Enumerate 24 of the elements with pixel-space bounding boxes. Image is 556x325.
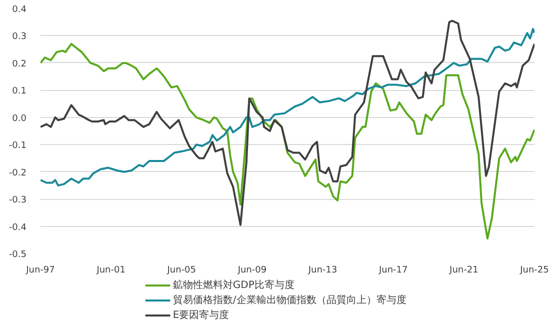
y-tick-label: 0.4 bbox=[12, 5, 27, 15]
y-tick-label: -0.4 bbox=[8, 222, 27, 233]
legend-label: 鉱物性燃料対GDP比寄与度 bbox=[172, 279, 294, 291]
y-tick-label: -0.1 bbox=[8, 141, 26, 152]
line-series bbox=[40, 28, 534, 186]
x-tick-label: Jun-97 bbox=[25, 266, 55, 276]
y-tick-label: -0.5 bbox=[8, 250, 26, 260]
y-tick-label: -0.2 bbox=[8, 168, 26, 178]
y-tick-label: 0.1 bbox=[12, 86, 27, 97]
line-series bbox=[40, 20, 534, 226]
line-series bbox=[40, 42, 534, 240]
y-tick-label: -0.3 bbox=[8, 196, 26, 206]
x-tick-label: Jun-17 bbox=[378, 266, 408, 276]
y-tick-label: 0.0 bbox=[12, 114, 27, 124]
legend-label: 貿易価格指数/企業輸出物価指数（品質向上）寄与度 bbox=[172, 294, 406, 306]
x-tick-label: Jun-01 bbox=[96, 266, 126, 276]
x-tick-label: Jun-05 bbox=[166, 266, 196, 276]
y-tick-label: 0.2 bbox=[12, 59, 27, 70]
legend-label: E要因寄与度 bbox=[172, 309, 230, 321]
x-tick-label: Jun-21 bbox=[448, 266, 478, 276]
x-tick-label: Jun-13 bbox=[307, 266, 338, 276]
x-tick-label: Jun-25 bbox=[519, 266, 549, 276]
y-tick-label: 0.3 bbox=[12, 32, 27, 42]
x-tick-label: Jun-09 bbox=[236, 266, 267, 276]
